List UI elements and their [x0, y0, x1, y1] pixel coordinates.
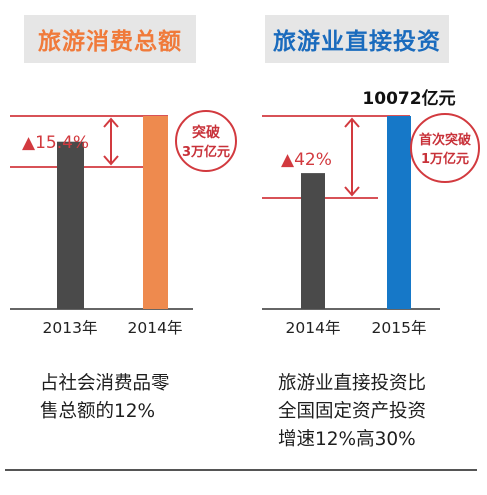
right-panel-title: 旅游业直接投资 [273, 29, 441, 55]
bar-2014-right [301, 173, 325, 309]
right-arrow-down-icon [344, 186, 360, 197]
left-badge-circle [175, 110, 237, 172]
left-caption: 占社会消费品零 售总额的12% [40, 373, 170, 422]
right-title-box: 旅游业直接投资 [265, 15, 449, 63]
bar-2014-left [143, 116, 168, 309]
right-tick-2014: 2014年 [286, 319, 341, 337]
left-badge-line2: 3万亿元 [182, 144, 230, 160]
left-growth-label: ▲15.4% [22, 133, 89, 153]
right-arrow-up-icon [344, 117, 360, 128]
right-growth-label: ▲42% [281, 150, 332, 170]
left-arrow-up-icon [103, 117, 119, 128]
left-tick-2014: 2014年 [128, 319, 183, 337]
right-caption: 旅游业直接投资比 全国固定资产投资 增速12%高30% [278, 373, 427, 450]
bar-2013 [57, 141, 84, 309]
left-arrow-down-icon [103, 155, 119, 166]
right-tick-2015: 2015年 [372, 319, 427, 337]
left-panel-title: 旅游消费总额 [38, 29, 182, 55]
left-tick-2013: 2013年 [43, 319, 98, 337]
left-title-box: 旅游消费总额 [24, 15, 196, 63]
right-top-value-label: 10072亿元 [362, 88, 455, 109]
left-badge-line1: 突破 [192, 124, 220, 141]
right-badge-circle [410, 113, 480, 183]
right-badge-line2: 1万亿元 [421, 151, 469, 167]
footer-divider [5, 469, 477, 471]
right-badge-line1: 首次突破 [419, 132, 471, 148]
bar-2015 [387, 116, 411, 309]
